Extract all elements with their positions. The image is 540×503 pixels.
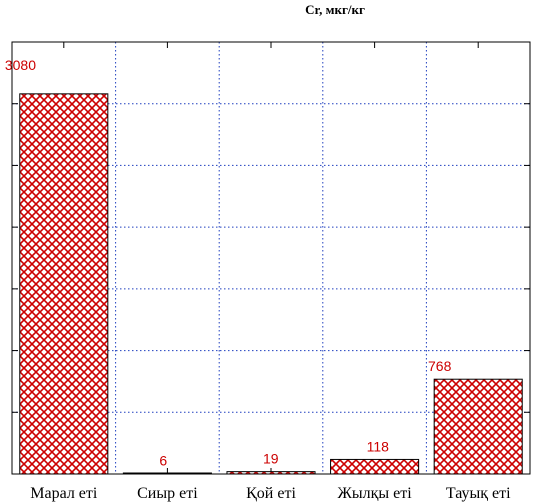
x-tick-label-3: Қой еті <box>246 485 296 502</box>
plot-frame <box>11 41 531 475</box>
bar-1 <box>19 93 109 475</box>
data-label-3: 19 <box>263 451 279 467</box>
grid-layer <box>12 42 530 474</box>
bar-4 <box>330 458 420 475</box>
x-tick-label-2: Сиыр еті <box>137 485 198 502</box>
x-tick-label-4: Жылқы еті <box>338 485 413 502</box>
data-label-2: 6 <box>159 452 167 468</box>
data-label-5: 768 <box>428 358 452 374</box>
x-tick-label-5: Тауық еті <box>446 485 511 502</box>
data-label-4: 118 <box>367 438 390 454</box>
labels-layer: 3080 Марал еті 6 Сиыр еті 19 Қой еті 118 Жылқы … <box>5 57 511 502</box>
chart-title: Cr, мкг/кг <box>305 2 365 17</box>
bar-5 <box>433 378 523 475</box>
data-label-1: 3080 <box>5 57 36 73</box>
bars-layer <box>19 93 523 475</box>
x-tick-label-1: Марал еті <box>30 485 98 502</box>
